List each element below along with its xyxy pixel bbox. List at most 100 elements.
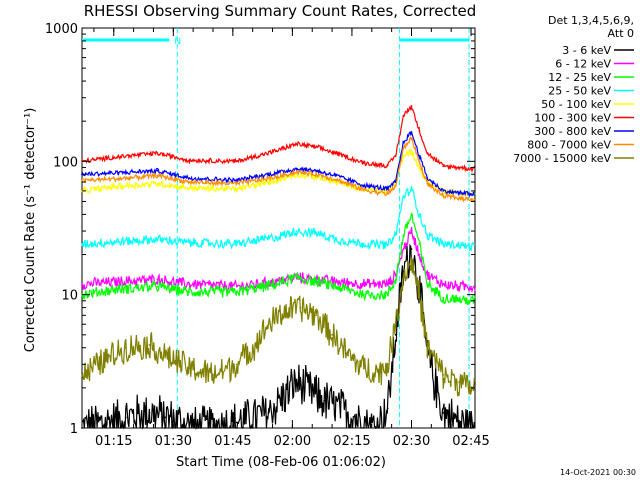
series-2-point-17	[458, 298, 460, 301]
series-0-point-6	[267, 411, 270, 414]
series-8-point-3	[148, 344, 151, 346]
series-line-1	[81, 226, 476, 294]
series-7-point-0	[81, 179, 83, 182]
series-6-point-4	[235, 179, 238, 182]
series-2-point-1	[116, 288, 119, 290]
plot-frame	[81, 27, 476, 429]
series-3-point-4	[235, 243, 238, 245]
series-8-point-17	[386, 363, 389, 366]
series-2-point-8	[335, 285, 337, 288]
series-2-point-3	[188, 290, 191, 293]
series-0-point-14	[410, 248, 413, 250]
series-8-point-0	[81, 374, 83, 376]
y-tick-label-0: 1	[70, 422, 78, 437]
series-1-point-13	[410, 230, 413, 233]
series-3-point-15	[426, 234, 429, 236]
series-line-3	[81, 185, 476, 252]
series-3-point-16	[442, 243, 445, 245]
series-5-point-4	[235, 160, 238, 163]
series-5-point-18	[470, 167, 472, 170]
x-tick-label-3: 02:00	[274, 434, 311, 449]
series-4-point-14	[418, 167, 421, 170]
series-5-point-17	[458, 166, 460, 169]
x-tick-label-5: 02:30	[393, 434, 430, 449]
series-7-point-10	[386, 193, 389, 195]
series-3-point-6	[295, 230, 298, 233]
series-2-point-13	[410, 213, 413, 216]
x-tick-label-6: 02:45	[452, 434, 489, 449]
series-4-point-12	[402, 154, 405, 157]
series-6-point-2	[156, 169, 159, 172]
series-0-point-4	[196, 427, 199, 429]
series-5-point-2	[156, 152, 159, 155]
series-3-point-10	[386, 244, 389, 247]
series-6-point-8	[335, 174, 337, 177]
series-3-point-7	[315, 232, 318, 234]
series-6-point-1	[116, 171, 119, 174]
series-1-point-15	[426, 274, 429, 277]
series-7-point-4	[235, 182, 238, 185]
series-0-point-1	[124, 416, 127, 419]
series-2-point-12	[402, 234, 405, 236]
series-3-point-3	[188, 241, 191, 244]
series-0-point-12	[394, 333, 397, 336]
y-tick-label-3: 1000	[45, 22, 78, 37]
series-3-point-12	[402, 195, 405, 197]
series-7-point-9	[362, 189, 365, 191]
series-8-point-22	[426, 346, 429, 349]
series-8-point-1	[97, 363, 99, 366]
series-7-point-5	[275, 176, 278, 179]
chart-title: RHESSI Observing Summary Count Rates, Co…	[84, 2, 477, 20]
y-tick-label-1: 10	[61, 289, 78, 304]
series-8-point-19	[402, 274, 405, 277]
series-8-point-21	[418, 293, 421, 296]
series-line-8	[81, 257, 476, 397]
series-1-point-10	[386, 283, 389, 285]
series-0-point-9	[355, 416, 357, 419]
series-8-point-7	[235, 363, 238, 366]
x-axis-label: Start Time (08-Feb-06 01:06:02)	[176, 455, 386, 470]
series-8-point-2	[124, 346, 127, 349]
series-3-point-0	[81, 243, 83, 245]
series-1-point-16	[442, 283, 445, 285]
series-4-point-3	[188, 187, 191, 190]
series-6-point-7	[315, 169, 318, 172]
series-8-point-6	[212, 374, 214, 376]
series-2-point-14	[418, 243, 421, 245]
series-0-point-10	[374, 427, 377, 429]
series-8-point-10	[283, 310, 286, 313]
series-7-point-13	[410, 137, 413, 139]
series-3-point-17	[458, 244, 460, 247]
series-2-point-7	[315, 280, 318, 283]
y-tick-label-2: 100	[53, 155, 78, 170]
series-6-point-9	[362, 184, 365, 187]
series-line-6	[81, 130, 476, 198]
series-6-point-13	[410, 131, 413, 134]
series-3-point-9	[362, 243, 365, 245]
series-8-point-24	[458, 381, 460, 384]
legend-label-2: 12 - 25 keV	[548, 71, 611, 84]
legend-label-3: 25 - 50 keV	[548, 85, 611, 98]
series-8-point-14	[347, 354, 349, 357]
series-8-point-4	[164, 354, 167, 357]
series-2-point-4	[235, 290, 238, 293]
plot-area: N	[81, 27, 476, 430]
series-0-point-5	[235, 421, 238, 424]
series-1-point-12	[402, 248, 405, 250]
series-7-point-18	[470, 198, 472, 201]
series-line-4	[81, 148, 476, 198]
series-1-point-2	[156, 278, 159, 281]
series-5-point-10	[386, 164, 389, 167]
series-5-point-8	[335, 152, 337, 155]
series-8-point-15	[362, 367, 365, 370]
legend-header-1: Att 0	[608, 27, 634, 40]
series-6-point-18	[470, 193, 472, 195]
series-5-point-3	[188, 159, 191, 162]
x-tick-label-1: 01:30	[155, 434, 192, 449]
series-4-point-4	[235, 188, 238, 190]
top-bar-label-0: N	[174, 37, 181, 47]
y-axis-label: Corrected Count Rate (s⁻¹ detector⁻¹)	[23, 108, 38, 353]
series-1-point-14	[418, 253, 421, 256]
series-2-point-9	[362, 293, 365, 296]
series-5-point-1	[116, 156, 119, 158]
